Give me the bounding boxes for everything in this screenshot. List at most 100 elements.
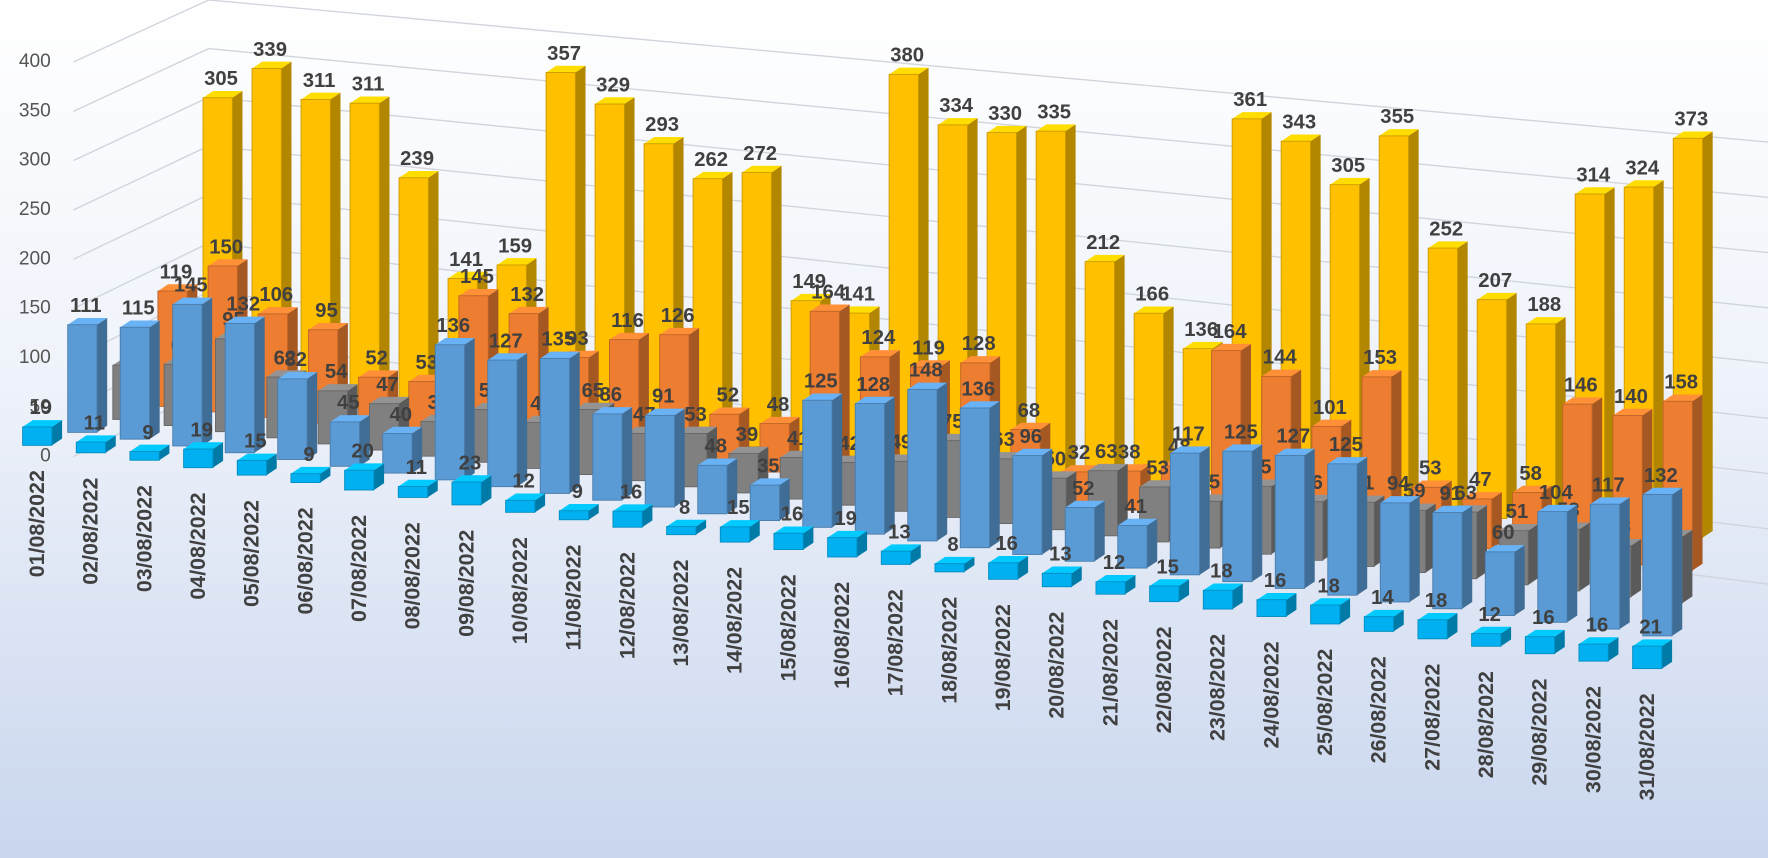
- x-tick-label: 26/08/2022: [1367, 656, 1391, 763]
- bar: [1117, 525, 1148, 569]
- bar-side: [534, 493, 546, 513]
- bar: [277, 378, 308, 460]
- bar-side: [1604, 187, 1615, 529]
- bar-side: [1117, 463, 1128, 536]
- bar-top: [301, 92, 341, 100]
- bar-top: [987, 125, 1027, 133]
- data-label: 47: [1469, 469, 1492, 491]
- bar-3d: [1149, 579, 1190, 603]
- bar: [75, 441, 107, 454]
- data-label: 343: [1282, 112, 1316, 134]
- bar-3d: [1310, 598, 1351, 625]
- data-label: 132: [226, 294, 260, 316]
- data-label: 91: [1440, 483, 1463, 505]
- bar-top: [592, 407, 633, 414]
- bar-3d: [236, 453, 277, 476]
- bar: [827, 537, 858, 558]
- bar-top: [644, 136, 684, 144]
- bar: [1041, 572, 1073, 588]
- bar-top: [1673, 131, 1713, 139]
- bar: [505, 499, 536, 513]
- bar: [1432, 512, 1463, 610]
- bar-3d: [644, 408, 685, 508]
- bar-top: [889, 67, 929, 75]
- bar-3d: [934, 556, 975, 573]
- data-label: 361: [1233, 89, 1267, 111]
- bar-top: [1310, 598, 1351, 606]
- bar-top: [1042, 566, 1082, 574]
- data-label: 140: [1614, 386, 1648, 408]
- bar-side: [1393, 609, 1404, 632]
- bar-top: [709, 407, 750, 415]
- data-label: 252: [1429, 218, 1463, 240]
- bar-top: [910, 360, 950, 368]
- x-tick-label: 09/08/2022: [454, 530, 478, 637]
- y-tick-label: 300: [19, 150, 51, 171]
- bar-3d: [329, 415, 370, 467]
- x-tick-label: 15/08/2022: [776, 574, 800, 681]
- bar-side: [1178, 579, 1190, 602]
- x-tick-label: 20/08/2022: [1045, 611, 1069, 718]
- data-label: 339: [253, 39, 287, 61]
- data-label: 104: [1539, 482, 1574, 504]
- bar-top: [497, 258, 537, 265]
- bar-top: [1485, 545, 1525, 552]
- bar-side: [642, 504, 653, 528]
- bar: [1256, 599, 1287, 617]
- data-label: 106: [259, 284, 293, 306]
- bar: [451, 481, 482, 506]
- bar: [172, 303, 203, 447]
- data-label: 16: [1264, 570, 1287, 592]
- bar-top: [988, 556, 1029, 563]
- data-label: 136: [1184, 319, 1218, 341]
- y-tick-label: 150: [19, 298, 51, 319]
- bar-3d: [382, 426, 423, 474]
- data-label: 311: [303, 70, 336, 92]
- bar-side: [1357, 457, 1368, 596]
- bar-side: [1528, 523, 1539, 585]
- bar-top: [369, 396, 409, 404]
- data-label: 16: [620, 481, 643, 503]
- bar-top: [308, 323, 348, 330]
- data-label: 305: [1331, 155, 1365, 177]
- data-label: 329: [596, 74, 630, 96]
- data-label: 52: [1072, 478, 1095, 500]
- data-label: 38: [1118, 441, 1141, 463]
- bar: [1417, 619, 1448, 640]
- bar-top: [237, 453, 277, 461]
- data-label: 11: [84, 412, 105, 434]
- bar: [592, 413, 623, 501]
- bar-top: [677, 426, 717, 434]
- bar-top: [960, 401, 1000, 409]
- data-label: 35: [757, 455, 780, 477]
- bar-3d: [854, 396, 895, 535]
- bar: [666, 526, 697, 536]
- bar-side: [481, 475, 492, 505]
- bar-top: [1632, 639, 1673, 647]
- bar-side: [779, 478, 790, 521]
- bar-side: [1554, 629, 1565, 654]
- data-label: 82: [284, 349, 307, 371]
- data-label: 141: [449, 249, 483, 271]
- bar-top: [960, 356, 1001, 363]
- data-label: 52: [365, 348, 388, 370]
- bar-side: [1653, 180, 1664, 533]
- bar: [1379, 502, 1411, 603]
- bar-side: [202, 297, 213, 446]
- bar: [1427, 247, 1458, 515]
- data-label: 125: [804, 371, 838, 393]
- x-tick-label: 22/08/2022: [1152, 626, 1176, 733]
- bar-side: [1567, 504, 1578, 623]
- data-label: 9: [303, 444, 314, 466]
- bar-top: [1010, 422, 1051, 430]
- x-tick-label: 29/08/2022: [1528, 678, 1552, 785]
- data-label: 60: [1492, 522, 1515, 544]
- bar-side: [1094, 500, 1105, 562]
- bar-3d: [558, 503, 599, 521]
- bar-top: [1085, 254, 1125, 262]
- y-tick-label: 350: [19, 100, 51, 121]
- bar-side: [51, 420, 63, 446]
- bar-top: [1432, 505, 1473, 513]
- data-label: 188: [1527, 294, 1561, 316]
- data-label: 62: [274, 347, 297, 369]
